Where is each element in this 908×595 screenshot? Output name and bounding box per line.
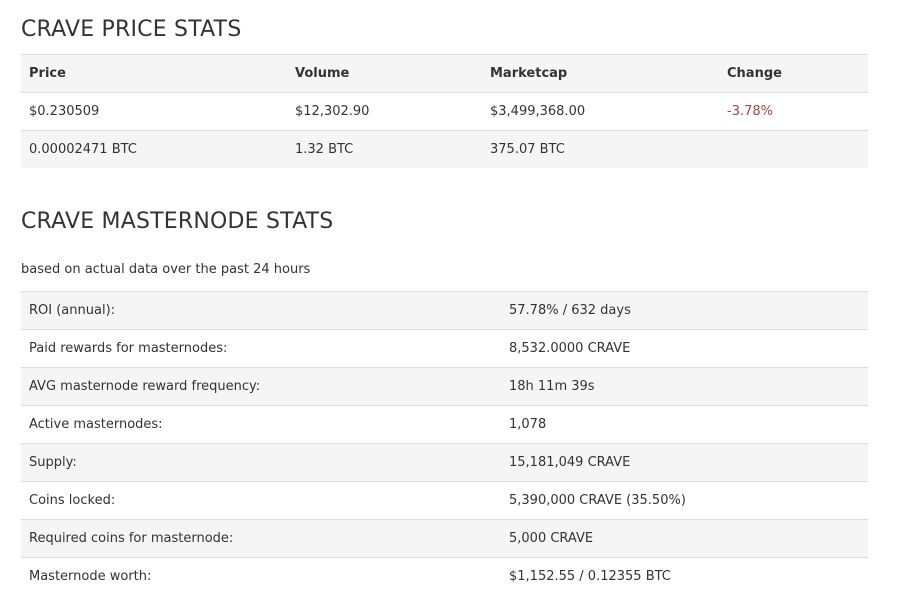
volume-usd-cell: $12,302.90 (287, 93, 482, 131)
stat-value: 15,181,049 CRAVE (501, 444, 868, 482)
stat-label: Masternode worth: (21, 558, 501, 595)
price-row-usd: $0.230509 $12,302.90 $3,499,368.00 -3.78… (21, 93, 868, 131)
price-row-btc: 0.00002471 BTC 1.32 BTC 375.07 BTC (21, 131, 868, 169)
stat-value: 5,000 CRAVE (501, 520, 868, 558)
stat-value: 1,078 (501, 406, 868, 444)
price-usd-cell: $0.230509 (21, 93, 287, 131)
stat-label: Paid rewards for masternodes: (21, 330, 501, 368)
volume-btc-cell: 1.32 BTC (287, 131, 482, 169)
stat-label: ROI (annual): (21, 292, 501, 330)
price-stats-title: CRAVE PRICE STATS (21, 17, 241, 42)
stat-row-coins-locked: Coins locked: 5,390,000 CRAVE (35.50%) (21, 482, 868, 520)
stat-label: AVG masternode reward frequency: (21, 368, 501, 406)
stat-value: 57.78% / 632 days (501, 292, 868, 330)
stat-value: $1,152.55 / 0.12355 BTC (501, 558, 868, 595)
stat-row-reward-frequency: AVG masternode reward frequency: 18h 11m… (21, 368, 868, 406)
price-btc-cell: 0.00002471 BTC (21, 131, 287, 169)
price-stats-table: Price Volume Marketcap Change $0.230509 … (21, 54, 868, 168)
stat-row-required-coins: Required coins for masternode: 5,000 CRA… (21, 520, 868, 558)
volume-column-header: Volume (287, 55, 482, 93)
change-btc-cell (719, 131, 868, 169)
stat-label: Coins locked: (21, 482, 501, 520)
change-usd-cell: -3.78% (719, 93, 868, 131)
stat-row-roi: ROI (annual): 57.78% / 632 days (21, 292, 868, 330)
price-table-header-row: Price Volume Marketcap Change (21, 55, 868, 93)
stat-value: 8,532.0000 CRAVE (501, 330, 868, 368)
stat-row-masternode-worth: Masternode worth: $1,152.55 / 0.12355 BT… (21, 558, 868, 595)
stat-row-paid-rewards: Paid rewards for masternodes: 8,532.0000… (21, 330, 868, 368)
masternode-stats-subtitle: based on actual data over the past 24 ho… (21, 262, 310, 277)
marketcap-column-header: Marketcap (482, 55, 719, 93)
stat-row-active-masternodes: Active masternodes: 1,078 (21, 406, 868, 444)
price-column-header: Price (21, 55, 287, 93)
change-column-header: Change (719, 55, 868, 93)
stat-label: Supply: (21, 444, 501, 482)
stat-row-supply: Supply: 15,181,049 CRAVE (21, 444, 868, 482)
masternode-stats-table: ROI (annual): 57.78% / 632 days Paid rew… (21, 291, 868, 595)
stat-label: Required coins for masternode: (21, 520, 501, 558)
marketcap-usd-cell: $3,499,368.00 (482, 93, 719, 131)
stat-label: Active masternodes: (21, 406, 501, 444)
stat-value: 5,390,000 CRAVE (35.50%) (501, 482, 868, 520)
masternode-stats-title: CRAVE MASTERNODE STATS (21, 209, 333, 234)
stat-value: 18h 11m 39s (501, 368, 868, 406)
marketcap-btc-cell: 375.07 BTC (482, 131, 719, 169)
